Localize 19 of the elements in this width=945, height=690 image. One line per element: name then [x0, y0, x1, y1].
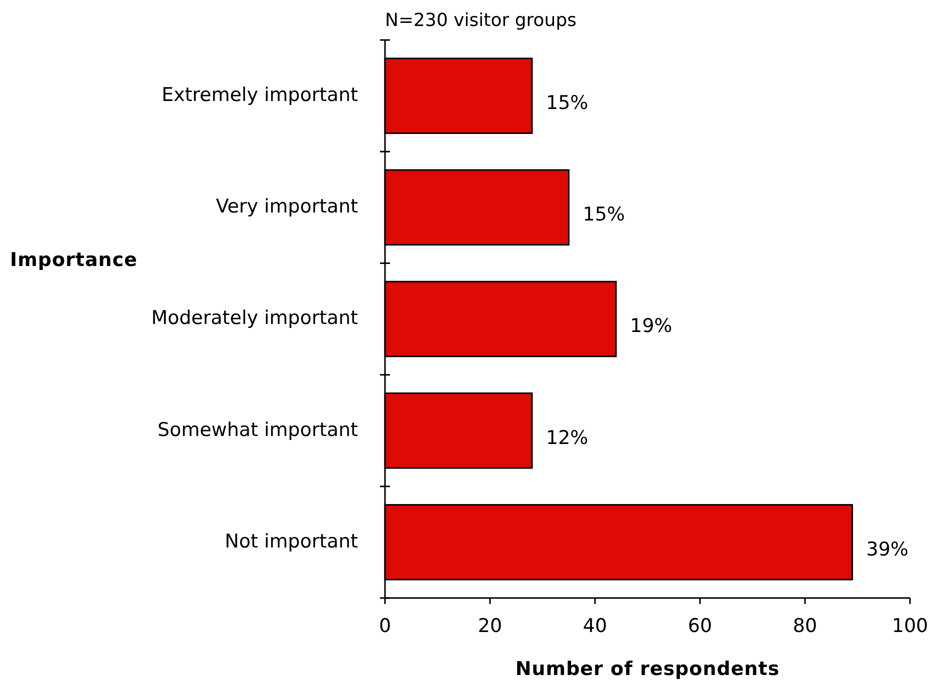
- y-tick-label: Not important: [224, 530, 358, 552]
- annotation: 15%: [582, 204, 625, 226]
- annotation: 19%: [630, 315, 672, 338]
- x-tick-label: 80: [792, 615, 818, 637]
- x-tick-label: 40: [582, 615, 608, 637]
- x-tick-label: 60: [688, 615, 712, 637]
- x-tick-label: 0: [378, 615, 392, 637]
- annotation: 15%: [546, 92, 588, 114]
- chart-title: N=230 visitor groups: [385, 10, 577, 31]
- y-tick-label: Somewhat important: [158, 418, 358, 441]
- x-axis-title: Number of respondents: [515, 658, 780, 680]
- annotation: 39%: [866, 538, 908, 560]
- x-tick-label: 100: [892, 615, 928, 637]
- y-tick-label: Moderately important: [151, 307, 358, 330]
- y-tick-label: Extremely important: [162, 84, 358, 106]
- x-tick-label: 20: [478, 615, 502, 637]
- y-axis-title: Importance: [10, 249, 138, 271]
- y-tick-label: Very important: [216, 196, 358, 218]
- annotation: 12%: [546, 426, 588, 449]
